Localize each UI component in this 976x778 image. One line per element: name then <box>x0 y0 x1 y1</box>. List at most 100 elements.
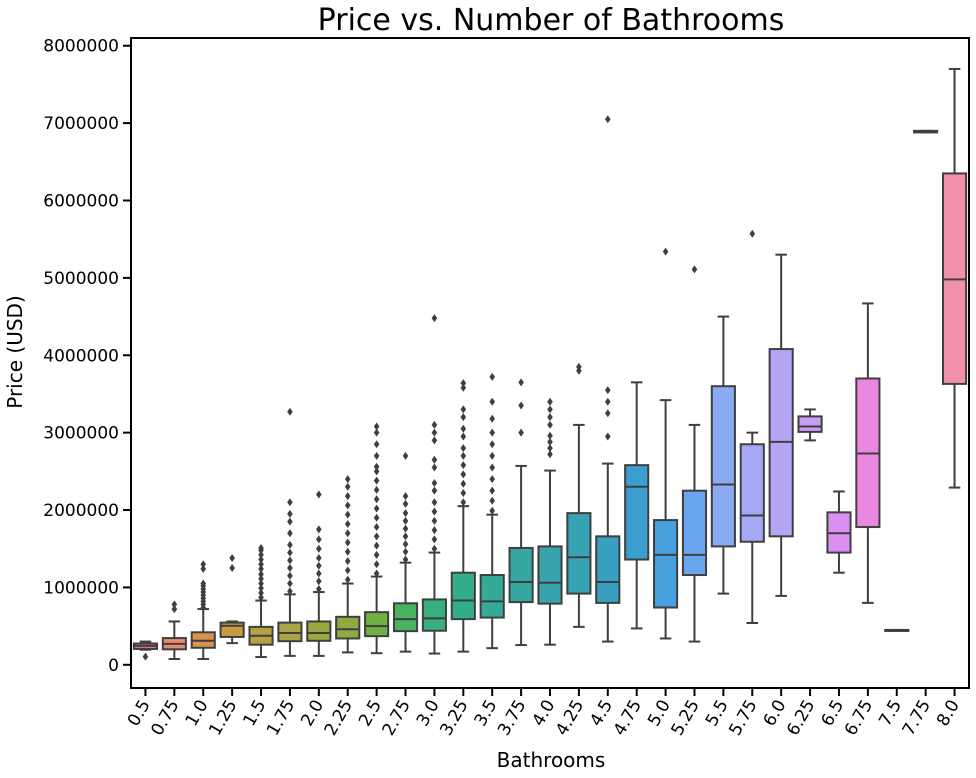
outlier-point <box>344 557 351 566</box>
outlier-point <box>460 432 467 441</box>
outlier-point <box>171 600 178 609</box>
outlier-point <box>518 378 524 387</box>
box <box>277 621 303 643</box>
outlier-point <box>344 482 351 491</box>
outlier-point <box>373 440 380 449</box>
box <box>335 615 361 640</box>
outlier-point <box>402 555 409 564</box>
outlier-point <box>373 485 380 494</box>
outlier-point <box>691 265 698 274</box>
outlier-point <box>431 544 438 553</box>
outlier-point <box>489 372 496 381</box>
outlier-point <box>604 409 611 418</box>
outlier-point <box>344 566 351 575</box>
outlier-point <box>604 115 611 124</box>
outlier-point <box>373 504 380 513</box>
outlier-point <box>460 498 467 507</box>
outlier-point <box>287 587 293 596</box>
outlier-point <box>431 436 438 445</box>
outlier-point <box>229 564 235 573</box>
outlier-point <box>287 529 293 538</box>
y-tick-label: 3000000 <box>43 424 119 444</box>
y-tick-label: 0 <box>108 656 119 676</box>
outlier-point <box>402 524 409 533</box>
outlier-point <box>431 455 438 464</box>
plot-area: 0 1000000 2000000 3000000 4000000 5000000 6000… <box>43 37 970 740</box>
outlier-point <box>402 509 409 518</box>
outlier-point <box>489 414 496 423</box>
outlier-point <box>431 420 438 429</box>
y-tick-label: 7000000 <box>43 114 119 134</box>
outlier-point <box>287 571 293 580</box>
outlier-point <box>431 516 438 525</box>
outlier-point <box>460 405 467 414</box>
y-tick-label: 4000000 <box>43 346 119 366</box>
x-tick-label: 1.25 <box>205 697 241 740</box>
outlier-point <box>373 532 380 541</box>
outlier-point <box>200 564 207 573</box>
outlier-point <box>431 478 438 487</box>
outlier-point <box>489 486 496 495</box>
box <box>450 571 476 621</box>
outlier-point <box>171 605 178 614</box>
outlier-point <box>402 492 409 501</box>
outlier-point <box>460 444 467 453</box>
outlier-point <box>431 498 438 507</box>
outlier-point <box>489 475 496 484</box>
x-tick-label: 0.75 <box>147 697 183 740</box>
box <box>421 598 447 632</box>
outlier-point <box>316 569 322 578</box>
outlier-point <box>489 440 496 449</box>
box <box>508 546 534 604</box>
outlier-point <box>373 451 380 460</box>
outlier-point <box>258 570 264 579</box>
outlier-point <box>344 519 351 528</box>
outlier-point <box>316 544 322 553</box>
outlier-point <box>287 509 293 518</box>
y-tick-label: 8000000 <box>43 37 119 57</box>
x-tick-label: 7.75 <box>899 697 935 740</box>
outlier-point <box>518 428 524 437</box>
outlier-point <box>344 510 351 519</box>
x-tick-label: 3.75 <box>494 697 530 740</box>
outlier-point <box>460 489 467 497</box>
outlier-point <box>258 550 264 559</box>
x-tick-label: 6.25 <box>783 697 819 740</box>
x-tick-label: 5.75 <box>725 697 761 740</box>
y-tick-label: 2000000 <box>43 501 119 521</box>
outlier-point <box>200 579 207 588</box>
outlier-point <box>258 584 264 593</box>
outlier-point <box>287 498 293 507</box>
outlier-point <box>547 420 553 429</box>
outlier-point <box>547 413 553 422</box>
outlier-point <box>402 451 409 460</box>
outlier-point <box>460 470 467 479</box>
outlier-point <box>402 547 409 556</box>
outlier-point <box>547 405 553 414</box>
y-tick-label: 6000000 <box>43 192 119 212</box>
x-tick-label: 4.25 <box>552 697 588 740</box>
outlier-point <box>258 574 264 583</box>
outlier-point <box>344 575 351 584</box>
outlier-point <box>200 560 207 569</box>
outlier-point <box>316 535 322 544</box>
outlier-point <box>460 451 467 460</box>
outlier-point <box>489 397 496 406</box>
outlier-point <box>489 496 496 505</box>
outlier-point <box>344 538 351 547</box>
outlier-point <box>489 451 496 460</box>
outlier-point <box>489 428 496 437</box>
box <box>392 602 419 633</box>
chart-title: Price vs. Number of Bathrooms <box>318 3 785 38</box>
outlier-point <box>373 467 380 476</box>
outlier-point <box>258 593 264 602</box>
box <box>479 574 505 619</box>
box <box>364 611 390 638</box>
outlier-point <box>344 547 351 556</box>
x-tick-label: 8.0 <box>933 697 964 730</box>
outlier-point <box>489 506 496 515</box>
outlier-point <box>287 540 293 549</box>
outlier-point <box>373 560 380 569</box>
y-axis-label: Price (USD) <box>3 295 27 409</box>
box <box>739 443 765 543</box>
